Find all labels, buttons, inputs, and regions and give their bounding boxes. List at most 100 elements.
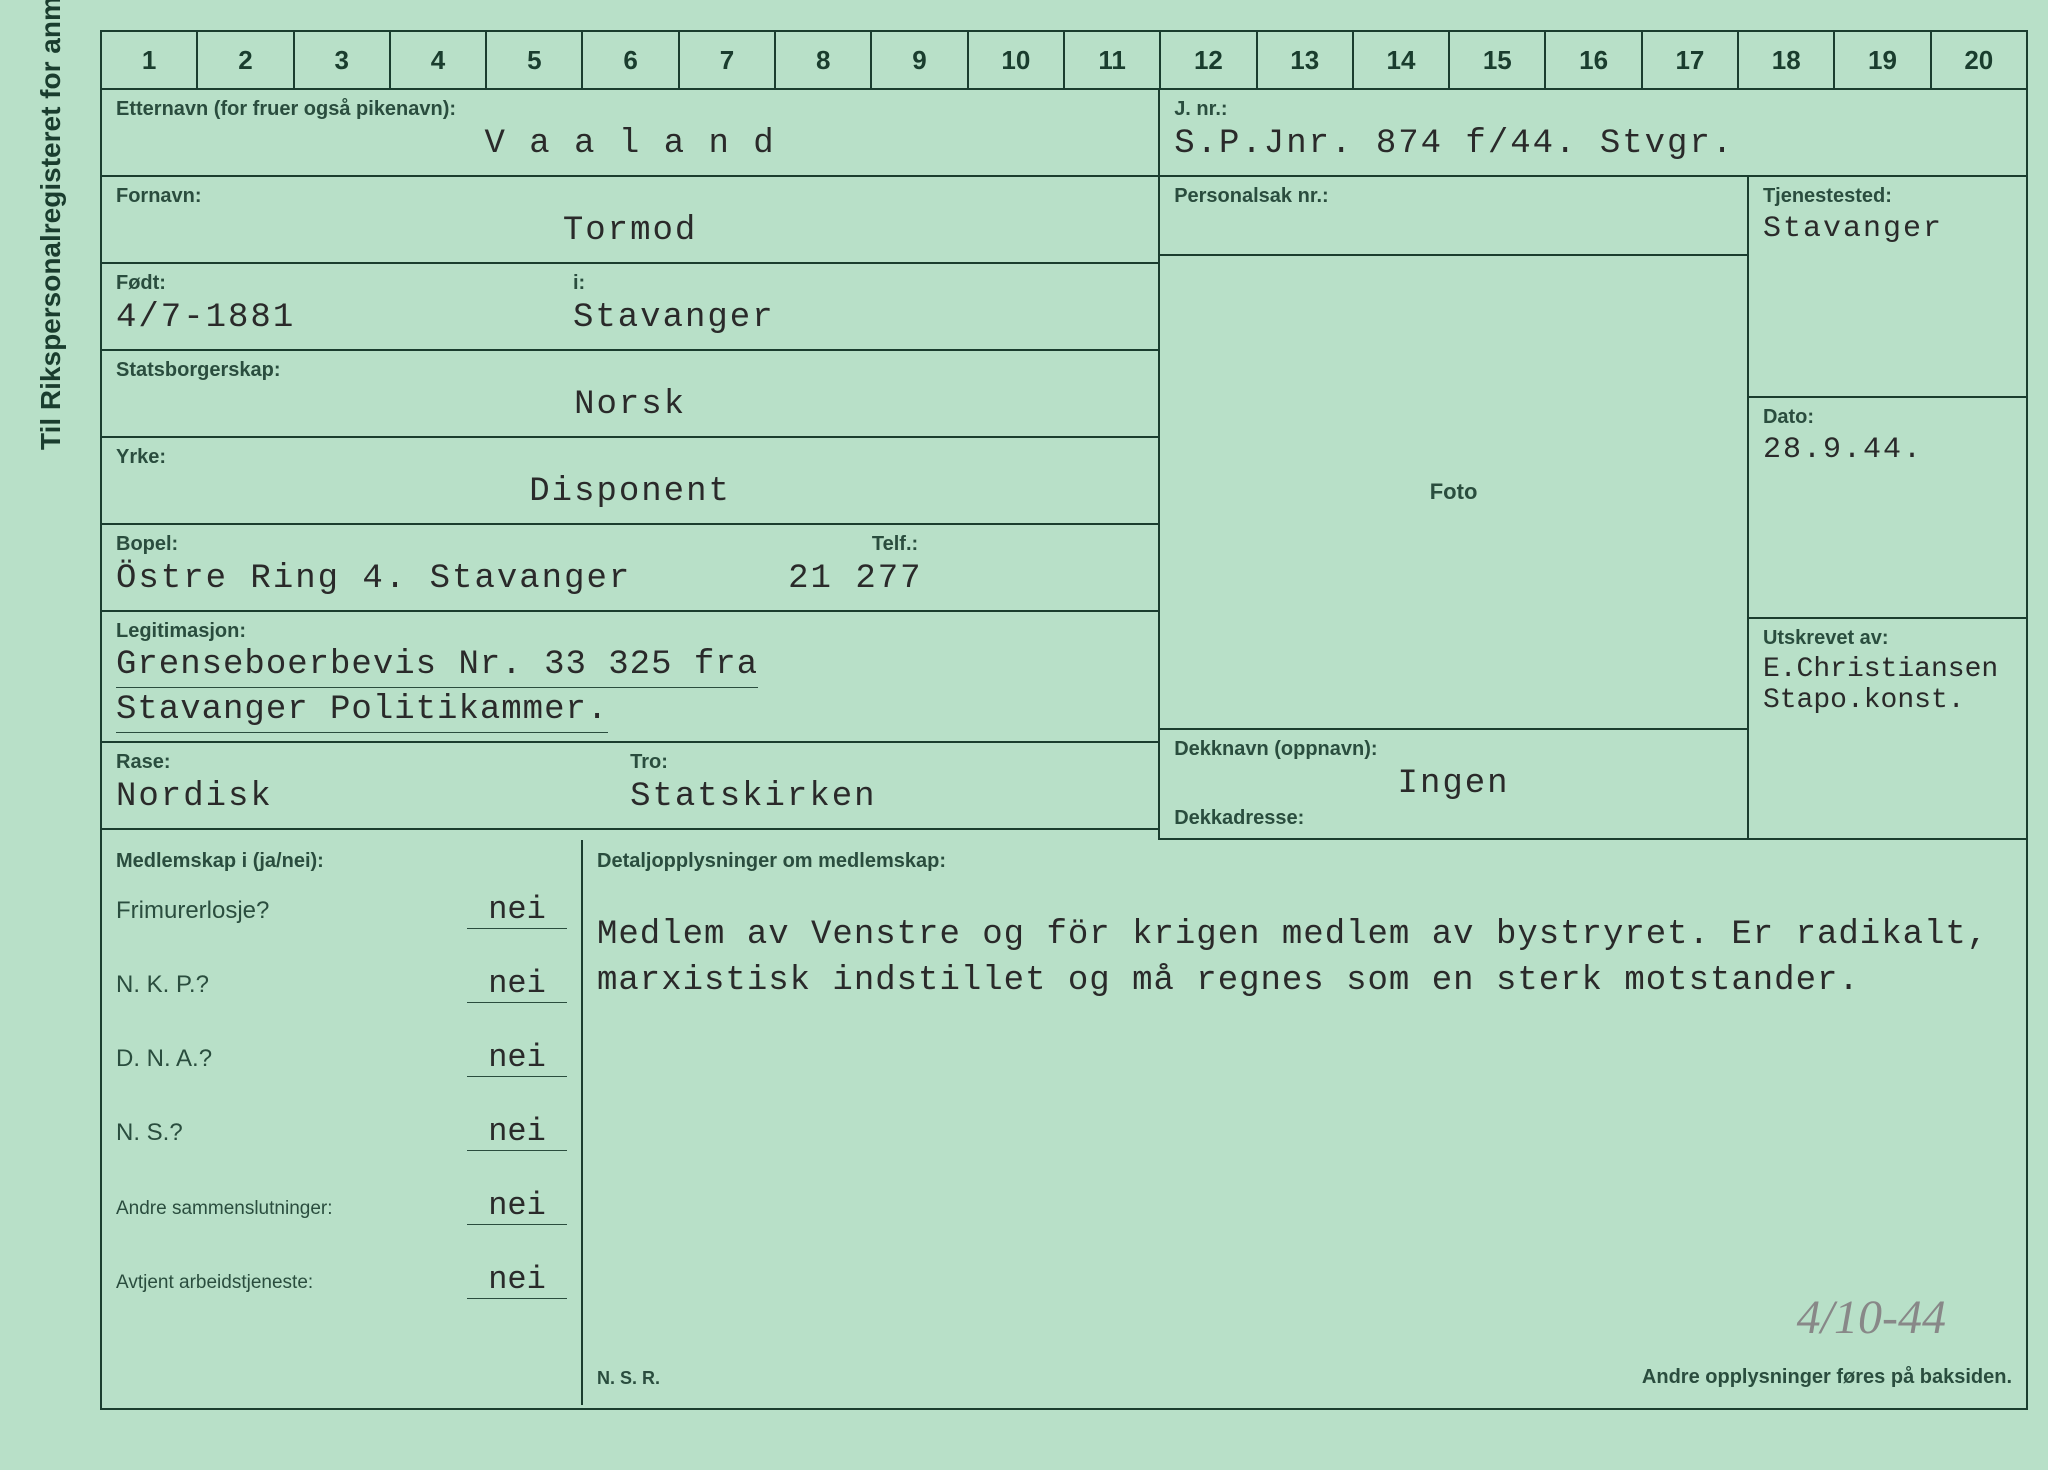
- dato-label: Dato:: [1763, 406, 2012, 429]
- ruler-cell: 4: [391, 30, 487, 88]
- jnr-label: J. nr.:: [1174, 98, 2012, 121]
- fornavn-field: Fornavn: Tormod: [102, 177, 1158, 264]
- statsborgerskap-value: Norsk: [116, 382, 1144, 428]
- right-column: J. nr.: S.P.Jnr. 874 f/44. Stvgr. Person…: [1160, 90, 2026, 840]
- bopel-label: Bopel:: [116, 533, 1144, 556]
- fodt-i-label: i:: [573, 272, 585, 294]
- detail-text: Medlem av Venstre og för krigen medlem a…: [597, 913, 2012, 1005]
- andre-value: nei: [467, 1187, 567, 1225]
- ruler-cell: 10: [969, 30, 1065, 88]
- detail-column: Detaljopplysninger om medlemskap: Medlem…: [583, 840, 2026, 1405]
- tro-label: Tro:: [630, 751, 668, 773]
- membership-row: Frimurerlosje? nei: [116, 885, 567, 929]
- etternavn-value: V a a l a n d: [116, 121, 1144, 167]
- yrke-field: Yrke: Disponent: [102, 438, 1158, 525]
- membership-row: N. K. P.? nei: [116, 959, 567, 1003]
- yrke-value: Disponent: [116, 469, 1144, 515]
- info-column: Tjenestested: Stavanger Dato: 28.9.44. U…: [1749, 177, 2026, 840]
- membership-column: Medlemskap i (ja/nei): Frimurerlosje? ne…: [102, 840, 583, 1405]
- personal-column: Personalsak nr.: Foto Dekknavn (oppnavn)…: [1160, 177, 1749, 840]
- ruler-cell: 13: [1258, 30, 1354, 88]
- fodt-field: Født: 4/7-1881 i: Stavanger: [102, 264, 1158, 351]
- jnr-value: S.P.Jnr. 874 f/44. Stvgr.: [1174, 121, 2012, 167]
- etternavn-label: Etternavn (for fruer også pikenavn):: [116, 98, 1144, 121]
- rase-label: Rase:: [116, 751, 170, 773]
- ruler-cell: 5: [487, 30, 583, 88]
- membership-header: Medlemskap i (ja/nei):: [116, 850, 567, 873]
- fornavn-label: Fornavn:: [116, 185, 1144, 208]
- rase-tro-field: Rase: Nordisk Tro: Statskirken: [102, 743, 1158, 830]
- registration-card: Til Rikspersonalregisteret for anmeldte.…: [20, 30, 2028, 1440]
- legitimasjon-value-1: Grenseboerbevis Nr. 33 325 fra: [116, 643, 758, 688]
- jnr-field: J. nr.: S.P.Jnr. 874 f/44. Stvgr.: [1160, 90, 2026, 177]
- telf-label: Telf.:: [872, 533, 918, 556]
- handwritten-date: 4/10-44: [1797, 1290, 1946, 1345]
- ruler-cell: 14: [1354, 30, 1450, 88]
- left-column: Etternavn (for fruer også pikenavn): V a…: [102, 90, 1160, 840]
- ruler-cell: 15: [1450, 30, 1546, 88]
- membership-value: nei: [467, 1039, 567, 1077]
- avtjent-label: Avtjent arbeidstjeneste:: [116, 1272, 467, 1294]
- ruler-cell: 19: [1835, 30, 1931, 88]
- fodt-label: Født:: [116, 272, 166, 294]
- dekknavn-value: Ingen: [1174, 761, 1733, 807]
- membership-value: nei: [467, 965, 567, 1003]
- membership-value: nei: [467, 891, 567, 929]
- dekkadresse-label: Dekkadresse:: [1174, 807, 1733, 830]
- ruler-cell: 6: [583, 30, 679, 88]
- utskrevet-field: Utskrevet av: E.Christiansen Stapo.konst…: [1749, 619, 2026, 840]
- vertical-title: Til Rikspersonalregisteret for anmeldte.: [35, 0, 67, 450]
- statsborgerskap-field: Statsborgerskap: Norsk: [102, 351, 1158, 438]
- utskrevet-label: Utskrevet av:: [1763, 627, 2012, 650]
- bopel-field: Bopel: Telf.: Östre Ring 4. Stavanger 21…: [102, 525, 1158, 612]
- membership-label: D. N. A.?: [116, 1045, 467, 1073]
- dekknavn-field: Dekknavn (oppnavn): Ingen Dekkadresse:: [1160, 730, 1747, 840]
- foto-label: Foto: [1430, 479, 1478, 505]
- dato-field: Dato: 28.9.44.: [1749, 398, 2026, 619]
- avtjent-value: nei: [467, 1261, 567, 1299]
- membership-row: Avtjent arbeidstjeneste: nei: [116, 1255, 567, 1299]
- ruler-cell: 3: [295, 30, 391, 88]
- ruler-cell: 1: [102, 30, 198, 88]
- ruler-cell: 9: [872, 30, 968, 88]
- membership-row: D. N. A.? nei: [116, 1033, 567, 1077]
- ruler-cell: 8: [776, 30, 872, 88]
- detail-header: Detaljopplysninger om medlemskap:: [597, 850, 2012, 873]
- dato-value: 28.9.44.: [1763, 429, 2012, 471]
- bottom-section: Medlemskap i (ja/nei): Frimurerlosje? ne…: [102, 840, 2026, 1405]
- etternavn-field: Etternavn (for fruer også pikenavn): V a…: [102, 90, 1158, 177]
- membership-label: N. K. P.?: [116, 971, 467, 999]
- foto-area: Foto: [1160, 256, 1747, 730]
- legitimasjon-value-2: Stavanger Politikammer.: [116, 688, 608, 733]
- legitimasjon-label: Legitimasjon:: [116, 620, 1144, 643]
- tro-value: Statskirken: [630, 774, 1144, 820]
- dekknavn-label: Dekknavn (oppnavn):: [1174, 738, 1377, 761]
- tjenestested-field: Tjenestested: Stavanger: [1749, 177, 2026, 398]
- tjenestested-label: Tjenestested:: [1763, 185, 2012, 208]
- fodt-i-value: Stavanger: [573, 295, 1144, 341]
- membership-value: nei: [467, 1113, 567, 1151]
- ruler-cell: 11: [1065, 30, 1161, 88]
- bakside-label: Andre opplysninger føres på baksiden.: [1642, 1366, 2012, 1389]
- membership-row: N. S.? nei: [116, 1107, 567, 1151]
- andre-label: Andre sammenslutninger:: [116, 1198, 467, 1220]
- ruler-cell: 2: [198, 30, 294, 88]
- personalsak-label: Personalsak nr.:: [1174, 185, 1733, 208]
- form-area: Etternavn (for fruer også pikenavn): V a…: [102, 90, 2026, 840]
- bopel-value: Östre Ring 4. Stavanger 21 277: [116, 556, 1144, 602]
- right-mid-area: Personalsak nr.: Foto Dekknavn (oppnavn)…: [1160, 177, 2026, 840]
- main-content: 1 2 3 4 5 6 7 8 9 10 11 12 13 14 15 16 1…: [100, 30, 2028, 1410]
- fodt-value: 4/7-1881: [116, 295, 573, 341]
- nsr-label: N. S. R.: [597, 1368, 660, 1389]
- ruler-cell: 20: [1932, 30, 2026, 88]
- ruler-cell: 18: [1739, 30, 1835, 88]
- legitimasjon-field: Legitimasjon: Grenseboerbevis Nr. 33 325…: [102, 612, 1158, 743]
- telf-value: 21 277: [788, 560, 922, 598]
- ruler-cell: 17: [1643, 30, 1739, 88]
- ruler-row: 1 2 3 4 5 6 7 8 9 10 11 12 13 14 15 16 1…: [102, 30, 2026, 90]
- membership-label: N. S.?: [116, 1119, 467, 1147]
- fornavn-value: Tormod: [116, 208, 1144, 254]
- membership-label: Frimurerlosje?: [116, 897, 467, 925]
- ruler-cell: 12: [1161, 30, 1257, 88]
- utskrevet-value: E.Christiansen Stapo.konst.: [1763, 650, 2012, 720]
